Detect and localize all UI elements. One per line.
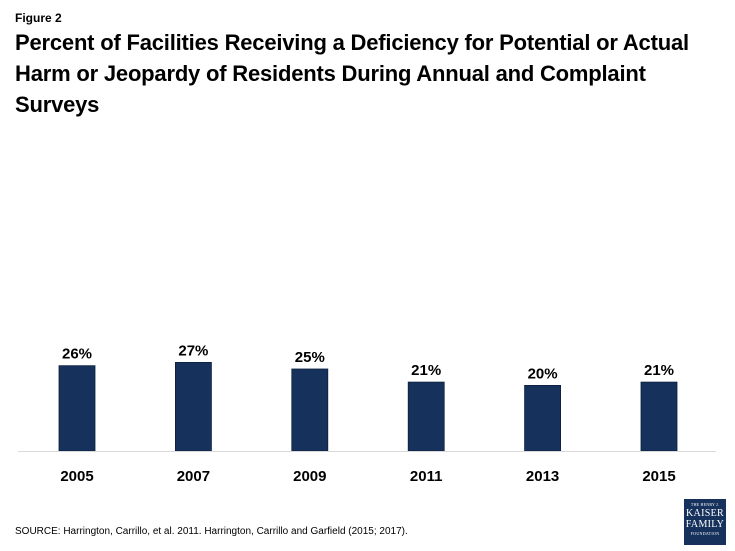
- bar-2007: [174, 361, 212, 452]
- logo-line-1: THE HENRY J.: [690, 502, 720, 507]
- bar-2013: [524, 384, 561, 452]
- figure-label: Figure 2: [15, 11, 62, 25]
- labels-layer: 26% 2005 27% 2007 25% 2009 21% 2011 20% 2013 21% 20…: [60, 342, 675, 485]
- x-tick-label-2007: 2007: [177, 468, 210, 485]
- bars-layer: [58, 361, 678, 452]
- value-label-2009: 25%: [295, 349, 325, 366]
- value-label-2007: 27%: [178, 342, 208, 359]
- logo-line-3: FAMILY: [685, 519, 725, 530]
- value-label-2015: 21%: [644, 362, 674, 379]
- bar-2011: [407, 381, 445, 452]
- x-tick-label-2009: 2009: [293, 468, 326, 485]
- value-label-2011: 21%: [411, 362, 441, 379]
- x-tick-label-2011: 2011: [410, 468, 443, 485]
- value-label-2013: 20%: [528, 365, 558, 382]
- chart-title: Percent of Facilities Receiving a Defici…: [15, 30, 689, 117]
- value-label-2005: 26%: [62, 346, 92, 363]
- bar-2009: [291, 368, 329, 452]
- x-tick-label-2013: 2013: [526, 468, 559, 485]
- bar-2015: [640, 381, 678, 452]
- x-tick-label-2015: 2015: [642, 468, 675, 485]
- kff-logo: THE HENRY J. KAISER FAMILY FOUNDATION: [684, 499, 726, 545]
- logo-line-4: FOUNDATION: [690, 531, 720, 536]
- bar-2005: [58, 365, 96, 452]
- x-tick-label-2005: 2005: [60, 468, 93, 485]
- logo-line-2: KAISER: [686, 508, 724, 519]
- source-note: SOURCE: Harrington, Carrillo, et al. 201…: [15, 526, 408, 537]
